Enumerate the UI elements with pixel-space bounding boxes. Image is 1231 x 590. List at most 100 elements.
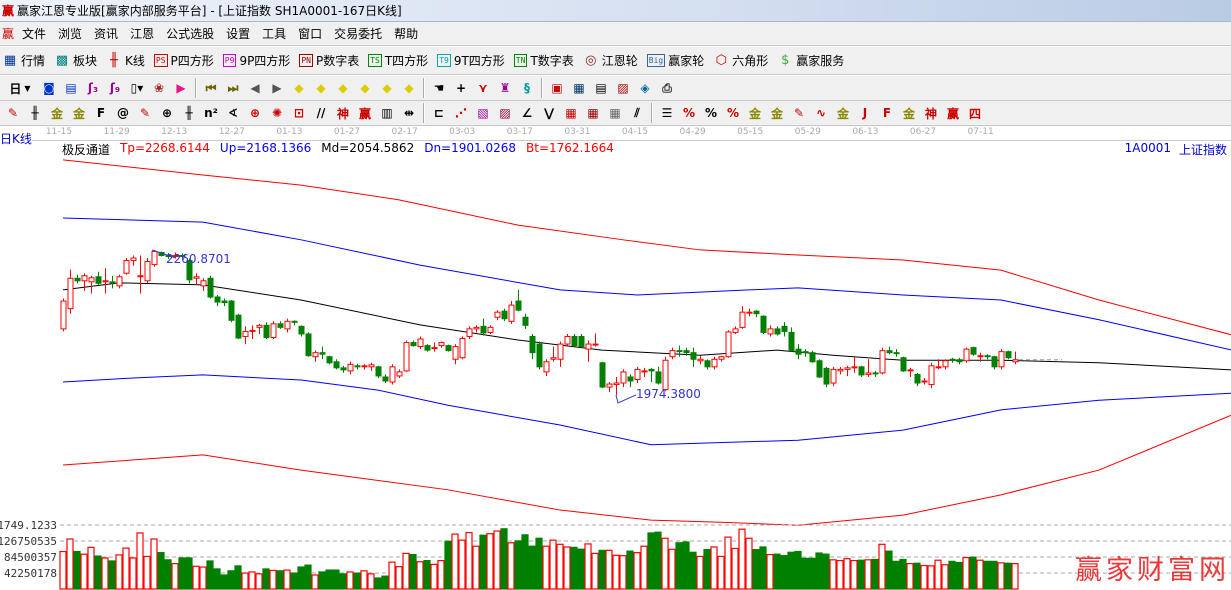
first-bar-icon[interactable]: ⏮	[205, 80, 217, 95]
network-icon[interactable]: ◈	[640, 81, 650, 95]
indicator-9-icon[interactable]: ʃ₉	[109, 81, 121, 95]
toolbar-button-2[interactable]: ╫ K线	[106, 52, 145, 69]
target-icon[interactable]: ⊕	[249, 106, 261, 120]
zoom-v-icon[interactable]: ◆	[404, 81, 414, 95]
gold-lines-icon[interactable]: 金	[836, 106, 849, 121]
ying-fan-icon[interactable]: 赢	[946, 106, 959, 121]
percent-levels-icon[interactable]: %	[726, 106, 740, 120]
menu-item-6[interactable]: 工具	[262, 27, 287, 41]
grid-2-icon[interactable]: ▦	[587, 106, 599, 120]
zoom-in-icon[interactable]: ◆	[382, 81, 392, 95]
calendar-icon[interactable]: ▣	[551, 81, 563, 95]
calculator-icon[interactable]: ▦	[573, 81, 585, 95]
print-icon[interactable]: ⎙	[662, 80, 672, 95]
last-bar-icon[interactable]: ⏭	[227, 80, 239, 95]
zoom-in-h-icon[interactable]: ◆	[338, 81, 348, 95]
zigzag-icon[interactable]: ⋁	[543, 106, 555, 120]
menu-item-5[interactable]: 设置	[226, 27, 251, 41]
move-right-icon[interactable]: ◆	[316, 81, 326, 95]
gold-circle-icon[interactable]: 金	[748, 106, 761, 121]
angle-icon[interactable]: ∠	[521, 106, 533, 120]
gann-fan-icon[interactable]: ⋰	[455, 106, 467, 120]
toolbar-button-5[interactable]: PN P数字表	[299, 52, 359, 69]
candle-type-icon[interactable]: ▯▾	[130, 81, 144, 95]
flag-icon[interactable]: ▶	[176, 81, 186, 95]
toolbar-button-9[interactable]: ◎ 江恩轮	[583, 52, 638, 69]
parallel-lines-icon[interactable]: ╫	[185, 106, 193, 120]
gold-levels-icon[interactable]: 金	[770, 106, 783, 121]
si-fan-icon[interactable]: 四	[968, 106, 981, 121]
draw-line-icon[interactable]: ⋎	[478, 81, 488, 95]
chart-style-icon[interactable]: ◙	[43, 81, 55, 95]
notes-icon[interactable]: ▤	[65, 81, 77, 95]
toolbar-button-11[interactable]: ⬡ 六角形	[713, 52, 769, 69]
tower-icon[interactable]: ♜	[499, 81, 511, 95]
menu-item-3[interactable]: 江恩	[130, 27, 155, 41]
circle-cycle-icon[interactable]: ⊕	[161, 106, 173, 120]
j-fan-icon[interactable]: J	[862, 106, 868, 120]
channel-line-Up	[62, 217, 1231, 351]
zoom-out-h-icon[interactable]: ◆	[360, 81, 370, 95]
measure-icon[interactable]: ⇹	[403, 106, 415, 120]
box-icon[interactable]: ⊏	[433, 106, 445, 120]
spiral-icon[interactable]: @	[117, 106, 129, 120]
ruler-icon[interactable]: ▥	[381, 106, 393, 120]
period-select[interactable]: 日 ▼	[9, 81, 31, 96]
toolbar-button-3[interactable]: PS P四方形	[153, 52, 214, 69]
grid-icon[interactable]: ▦	[565, 106, 577, 120]
crosshair-icon[interactable]: +	[455, 81, 467, 95]
radar-icon[interactable]: ✺	[271, 106, 283, 120]
hand-icon[interactable]: ☚	[433, 81, 445, 95]
menu-item-1[interactable]: 浏览	[58, 27, 83, 41]
grid-3-icon[interactable]: ▦	[609, 106, 621, 120]
hash-lines-icon[interactable]: ╫	[31, 106, 39, 120]
save-icon[interactable]: ▨	[617, 81, 629, 95]
toolbar-button-8[interactable]: TN T数字表	[513, 52, 574, 69]
pen-icon[interactable]: ✎	[7, 106, 19, 120]
toolbar-button-0[interactable]: ▦ 行情	[2, 52, 45, 69]
square-target-icon[interactable]: ⊡	[293, 106, 305, 120]
report-icon[interactable]: ▤	[595, 81, 607, 95]
gold-ratio-2-icon[interactable]: 金	[72, 106, 85, 121]
toolbar-button-6[interactable]: TS T四方形	[368, 52, 428, 69]
gann-box-icon[interactable]: ▧	[477, 106, 489, 120]
menu-item-4[interactable]: 公式选股	[166, 27, 215, 41]
hatch-icon[interactable]: ⫽	[634, 105, 640, 120]
gold-ratio-icon[interactable]: 金	[50, 106, 63, 121]
menu-item-0[interactable]: 文件	[22, 27, 47, 41]
menu-item-8[interactable]: 交易委托	[334, 27, 383, 41]
indicator-3-icon[interactable]: ʃ₃	[87, 81, 99, 95]
gann-figure-icon[interactable]: ❀	[153, 81, 165, 95]
shen-icon[interactable]: 神	[336, 106, 349, 121]
toolbar-button-4[interactable]: P9 9P四方形	[222, 52, 290, 69]
scroll-left-icon[interactable]: ◀	[250, 81, 260, 95]
candle-body	[648, 368, 655, 372]
toolbar-button-1[interactable]: ▩ 板块	[54, 52, 97, 69]
toolbar-button-10[interactable]: Big 赢家轮	[646, 52, 704, 69]
move-left-icon[interactable]: ◆	[294, 81, 304, 95]
wave-icon[interactable]: ∿	[815, 106, 827, 120]
marker-icon[interactable]: ✎	[139, 106, 151, 120]
gann-grid-icon[interactable]: ▨	[499, 106, 511, 120]
shen-fan-icon[interactable]: 神	[924, 106, 937, 121]
n-squared-icon[interactable]: n²	[204, 106, 218, 120]
menu-logo-icon[interactable]: 赢	[2, 27, 15, 41]
fan-icon[interactable]: ∢	[227, 106, 239, 120]
scroll-right-icon[interactable]: ▶	[272, 81, 282, 95]
toolbar-button-7[interactable]: T9 9T四方形	[437, 52, 505, 69]
percent-icon[interactable]: %	[704, 106, 718, 120]
gold-fan-icon[interactable]: 金	[902, 106, 915, 121]
fibonacci-icon[interactable]: F	[96, 106, 106, 120]
menu-item-2[interactable]: 资讯	[94, 27, 119, 41]
slash-lines-icon[interactable]: //	[316, 106, 326, 120]
f-fan-icon[interactable]: F	[882, 106, 892, 120]
menu-item-7[interactable]: 窗口	[298, 27, 323, 41]
pattern-icon[interactable]: §	[524, 81, 530, 95]
ying-icon[interactable]: 赢	[358, 106, 371, 121]
pen-levels-icon[interactable]: ✎	[793, 106, 805, 120]
percent-line-icon[interactable]: %	[682, 106, 696, 120]
menu-item-9[interactable]: 帮助	[394, 27, 419, 41]
bars-table-icon[interactable]: ☰	[661, 106, 673, 120]
toolbar-button-12[interactable]: $ 赢家服务	[777, 52, 844, 69]
